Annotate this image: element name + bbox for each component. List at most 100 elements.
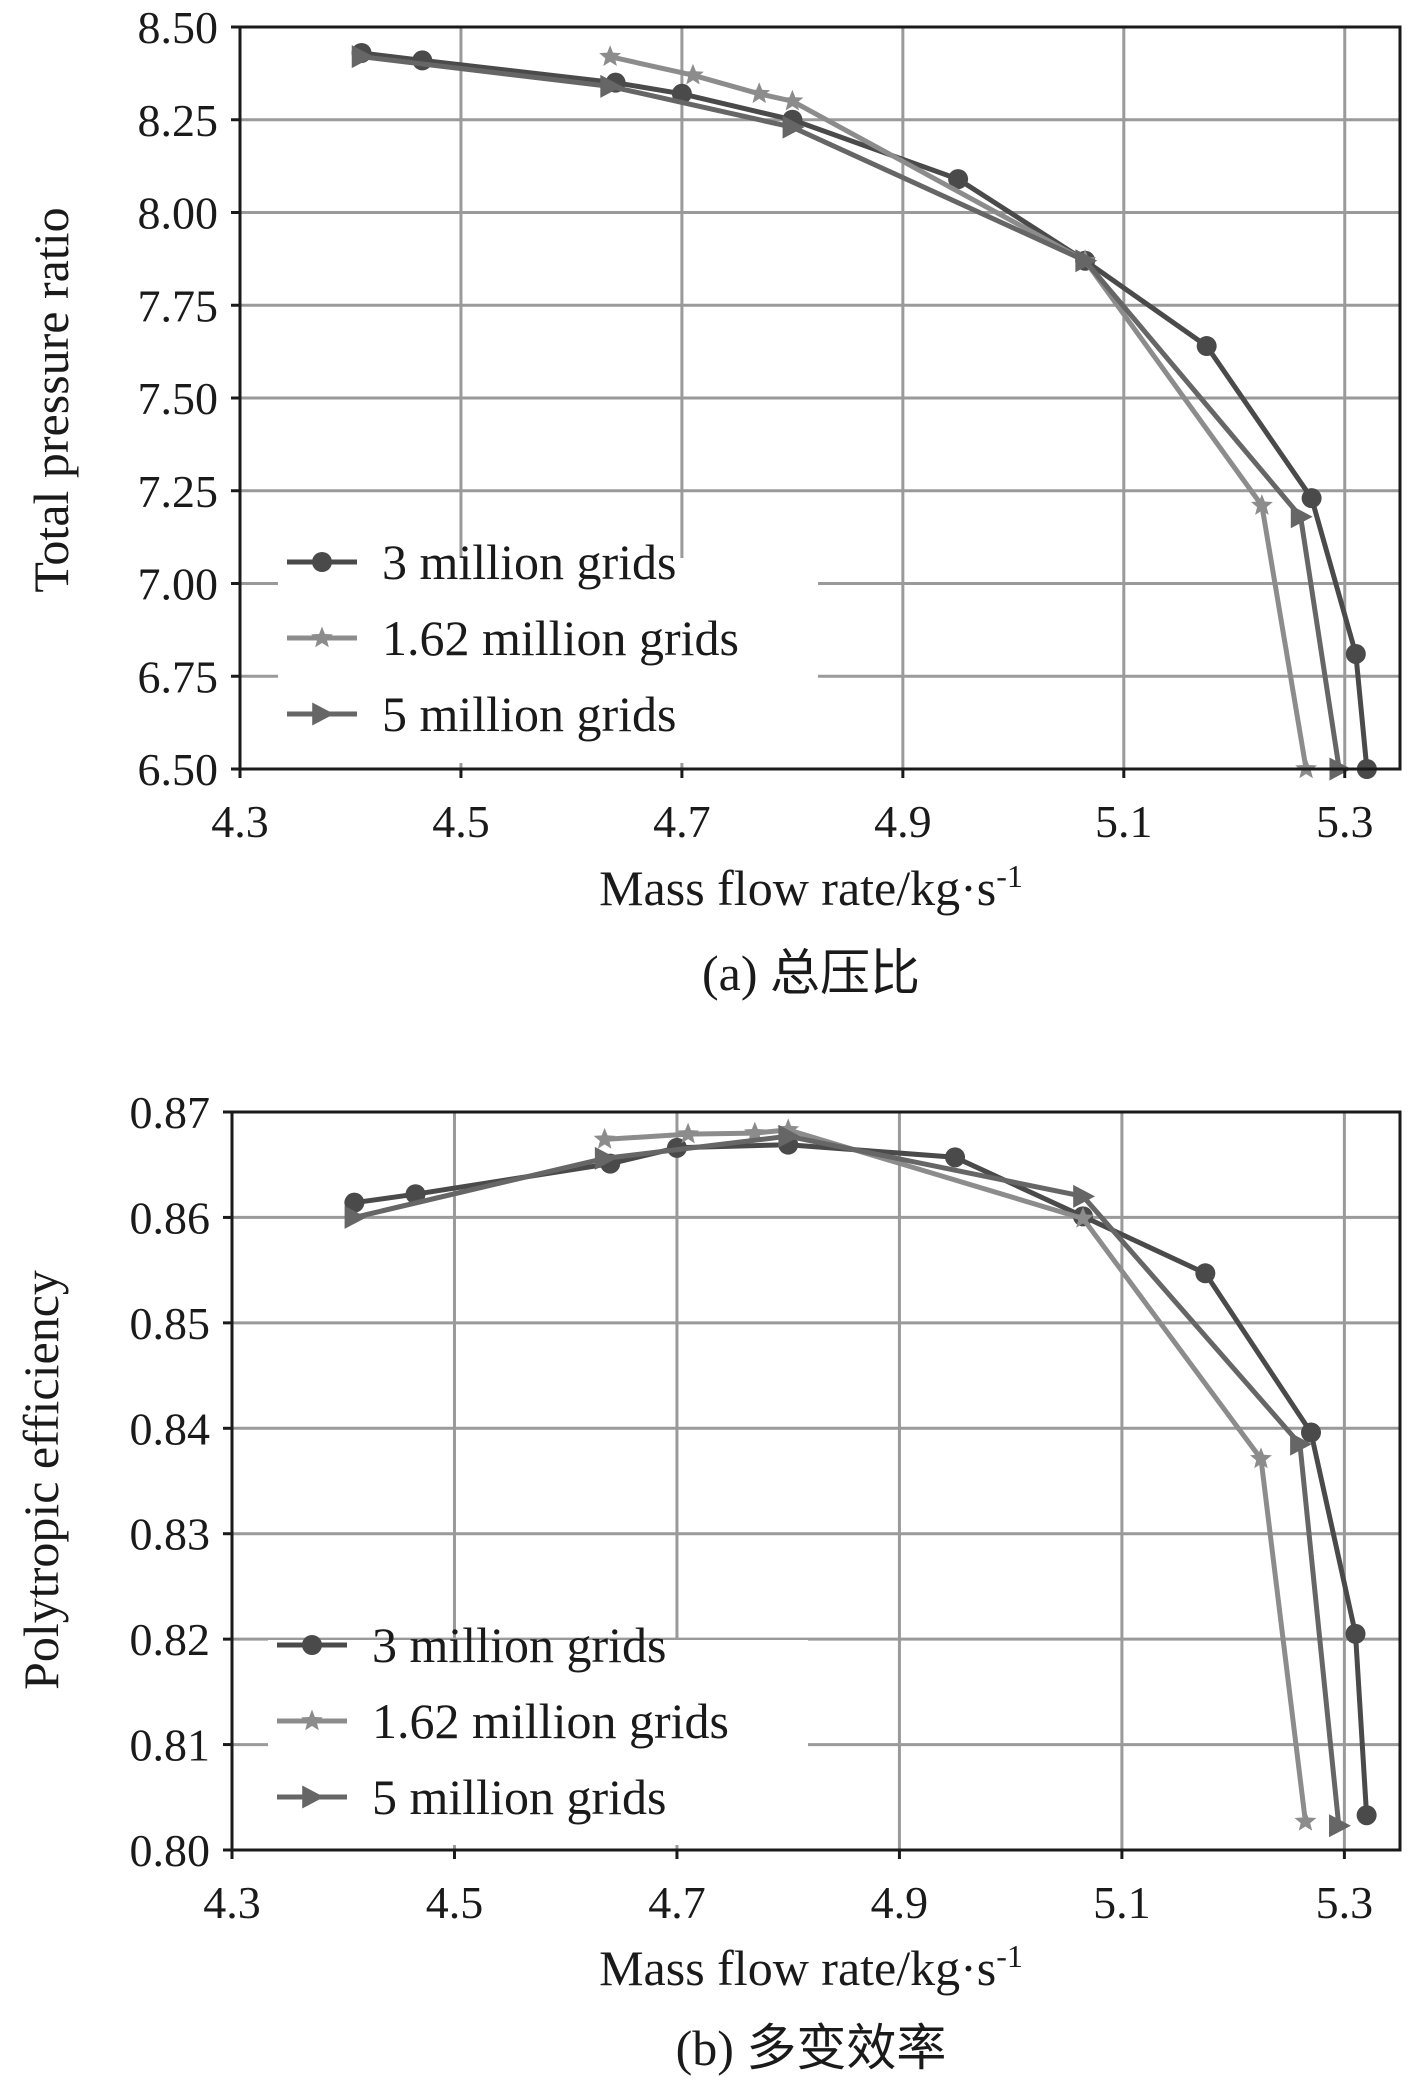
x-tick-labels: 4.3 4.5 4.7 4.9 5.1 5.3: [211, 769, 1374, 847]
y-tick-label: 0.80: [130, 1825, 211, 1876]
data-point: [600, 74, 623, 98]
data-point: [945, 1147, 966, 1168]
data-point: [1250, 1447, 1272, 1469]
chart-polytropic-efficiency: 3 million grids 1.62 million grids 5 milli…: [13, 1087, 1402, 2076]
data-point: [682, 63, 704, 85]
data-point: [1294, 1810, 1317, 1831]
data-point: [1345, 643, 1366, 664]
y-tick-label: 0.87: [130, 1087, 211, 1138]
legend-label: 3 million grids: [372, 1617, 666, 1673]
legend-marker: [311, 626, 333, 648]
x-axis-label-main: Mass flow rate/kg·s: [599, 860, 996, 916]
series-line-5-million-grids: [353, 1133, 1342, 1827]
series-layer: [344, 1118, 1377, 1838]
legend-marker: [302, 1785, 325, 1809]
x-tick-label: 5.1: [1095, 796, 1153, 847]
chart-caption: (b) 多变效率: [676, 2020, 947, 2076]
y-tick-label: 6.75: [138, 651, 219, 702]
series-5-million-grids: [344, 1124, 1351, 1838]
data-point: [344, 1205, 367, 1229]
data-point: [1290, 505, 1313, 529]
data-point: [781, 89, 804, 111]
legend: 3 million grids 1.62 million grids 5 milli…: [287, 534, 739, 742]
y-axis-label: Polytropic efficiency: [13, 1270, 69, 1690]
data-point: [671, 83, 692, 104]
legend-marker: [312, 702, 335, 726]
x-tick-label: 5.1: [1093, 1877, 1151, 1928]
x-tick-label: 4.5: [432, 796, 490, 847]
data-point: [1075, 249, 1098, 273]
y-tick-labels: 6.50 6.75 7.00 7.25 7.50 7.75 8.00 8.25 8.50: [138, 2, 240, 795]
legend-entry-5-million-grids: 5 million grids: [287, 686, 676, 742]
x-tick-label: 4.5: [426, 1877, 484, 1928]
y-tick-label: 0.82: [130, 1614, 211, 1665]
data-point: [677, 1122, 699, 1144]
y-tick-label: 7.25: [138, 466, 219, 517]
y-tick-labels: 0.80 0.81 0.82 0.83 0.84 0.85 0.86 0.87: [130, 1087, 232, 1876]
y-tick-label: 7.50: [138, 373, 219, 424]
y-tick-label: 8.00: [138, 188, 219, 239]
legend-background: [278, 558, 818, 763]
y-tick-label: 7.75: [138, 280, 219, 331]
x-tick-label: 4.9: [871, 1877, 929, 1928]
data-point: [1251, 494, 1273, 515]
data-point: [351, 45, 374, 69]
data-point: [599, 45, 621, 66]
data-point: [743, 1121, 766, 1143]
y-tick-label: 7.00: [138, 559, 219, 610]
data-point: [777, 1118, 800, 1140]
y-tick-label: 0.81: [130, 1720, 211, 1771]
chart-total-pressure-ratio: 3 million grids 1.62 million grids 5 milli…: [23, 2, 1402, 1001]
legend-label: 1.62 million grids: [372, 1693, 729, 1749]
data-point: [748, 82, 771, 104]
legend-label: 1.62 million grids: [382, 610, 739, 666]
y-tick-label: 0.83: [130, 1509, 211, 1560]
x-tick-label: 4.9: [874, 796, 932, 847]
data-point: [1345, 1623, 1366, 1644]
y-tick-label: 6.50: [138, 744, 219, 795]
legend-marker: [302, 1635, 322, 1655]
legend-label: 5 million grids: [382, 686, 676, 742]
x-tick-label: 4.7: [648, 1877, 706, 1928]
data-point: [1301, 488, 1322, 509]
data-point: [594, 1146, 617, 1170]
data-point: [778, 1124, 801, 1148]
y-tick-label: 0.86: [130, 1192, 211, 1243]
data-point: [1195, 1263, 1216, 1284]
x-axis-label-sup: -1: [996, 1938, 1023, 1974]
data-point: [405, 1184, 426, 1205]
legend-entry-1-62-million-grids: 1.62 million grids: [277, 1693, 729, 1749]
legend-entry-3-million-grids: 3 million grids: [277, 1617, 666, 1673]
x-tick-label: 5.3: [1316, 1877, 1374, 1928]
legend-entry-5-million-grids: 5 million grids: [277, 1769, 666, 1825]
legend-marker: [312, 552, 332, 572]
legend-label: 5 million grids: [372, 1769, 666, 1825]
data-point: [782, 115, 805, 139]
y-tick-label: 8.50: [138, 2, 219, 53]
y-axis-label: Total pressure ratio: [23, 207, 79, 592]
chart-caption: (a) 总压比: [702, 945, 920, 1001]
data-point: [412, 50, 433, 71]
legend-entry-1-62-million-grids: 1.62 million grids: [287, 610, 739, 666]
x-tick-label: 4.7: [653, 796, 711, 847]
x-axis-label: Mass flow rate/kg·s-1: [599, 1938, 1023, 1996]
data-point: [1356, 1805, 1377, 1826]
data-point: [948, 169, 969, 190]
data-point: [1196, 336, 1217, 357]
x-tick-label: 4.3: [211, 796, 269, 847]
x-axis-label-sup: -1: [996, 858, 1023, 894]
x-tick-label: 5.3: [1316, 796, 1374, 847]
data-point: [1301, 1422, 1322, 1443]
legend-marker: [301, 1709, 323, 1731]
grid-lines: [238, 25, 1400, 771]
data-point: [1329, 1814, 1351, 1838]
x-tick-labels: 4.3 4.5 4.7 4.9 5.1 5.3: [203, 1850, 1373, 1928]
data-point: [344, 1192, 365, 1213]
plot-frame: [230, 1110, 1402, 1852]
legend-background: [268, 1640, 808, 1845]
data-point: [1073, 1184, 1096, 1208]
legend: 3 million grids 1.62 million grids 5 milli…: [277, 1617, 729, 1825]
data-point: [1290, 1432, 1312, 1456]
legend-label: 3 million grids: [382, 534, 676, 590]
